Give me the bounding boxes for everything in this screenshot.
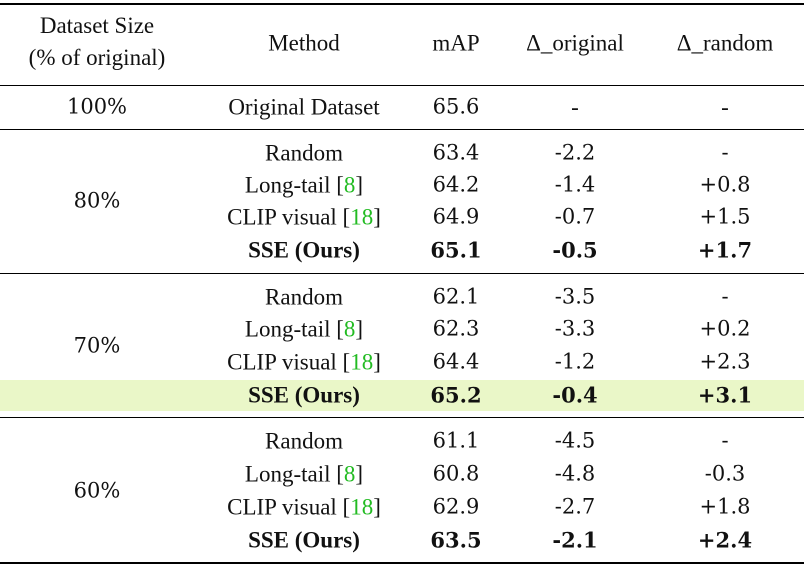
delta-original-value: -0.4 (552, 382, 598, 408)
header-delta-random: Δ_random (676, 30, 774, 56)
method-clip-visual: CLIP visual [18] (227, 349, 381, 375)
map-value: 65.1 (430, 237, 482, 263)
highlight-row-background (0, 380, 804, 411)
method-sse-ours: SSE (Ours) (248, 237, 360, 263)
method-random: Random (265, 428, 343, 454)
citation-link[interactable]: 8 (343, 461, 356, 487)
delta-random-value: +0.8 (699, 172, 751, 197)
map-value: 64.4 (432, 349, 480, 374)
delta-random-value: +3.1 (697, 382, 753, 408)
header-rule (0, 85, 804, 86)
map-value: 62.9 (432, 494, 480, 519)
delta-original-value: -3.5 (554, 284, 596, 309)
group-rule-60 (0, 417, 804, 418)
map-value: 62.3 (432, 316, 480, 341)
delta-random-value: +0.2 (699, 316, 751, 341)
map-value: 64.2 (432, 172, 480, 197)
delta-original-value: -1.4 (554, 172, 596, 197)
original-method: Original Dataset (228, 94, 380, 120)
method-random: Random (265, 140, 343, 166)
map-value: 64.9 (432, 204, 480, 229)
method-sse-ours: SSE (Ours) (248, 382, 360, 408)
method-sse-ours: SSE (Ours) (248, 527, 360, 553)
map-value: 63.4 (432, 140, 480, 165)
group-rule-70 (0, 273, 804, 274)
method-long-tail: Long-tail [8] (244, 316, 364, 342)
header-method: Method (268, 30, 340, 56)
delta-random-value: - (721, 284, 729, 309)
delta-original-value: -0.7 (554, 204, 596, 229)
original-size: 100% (66, 94, 128, 119)
method-random: Random (265, 284, 343, 310)
top-rule (0, 3, 804, 5)
map-value: 61.1 (432, 428, 480, 453)
delta-random-value: +2.3 (699, 349, 751, 374)
method-clip-visual: CLIP visual [18] (227, 204, 381, 230)
group-rule-80 (0, 129, 804, 130)
map-value: 65.2 (430, 382, 482, 408)
header-delta-original: Δ_original (526, 30, 624, 56)
header-dataset-size-line1: Dataset Size (39, 13, 155, 38)
citation-link[interactable]: 18 (350, 349, 374, 375)
citation-link[interactable]: 8 (343, 316, 356, 342)
original-delta-random: - (721, 94, 729, 120)
header-dataset-size-line2: (% of original) (28, 45, 166, 70)
delta-original-value: -2.2 (554, 140, 596, 165)
header-map: mAP (432, 30, 480, 56)
delta-original-value: -4.8 (554, 461, 596, 486)
citation-link[interactable]: 18 (350, 204, 374, 230)
bottom-rule (0, 562, 804, 564)
map-value: 63.5 (430, 527, 482, 553)
delta-random-value: +2.4 (697, 527, 753, 553)
delta-random-value: +1.7 (697, 237, 753, 263)
group-size-80: 80% (73, 188, 121, 213)
delta-original-value: -0.5 (552, 237, 598, 263)
delta-original-value: -2.1 (552, 527, 598, 553)
header-dataset-size: Dataset Size (% of original) (29, 10, 166, 74)
original-map: 65.6 (432, 94, 480, 119)
delta-random-value: - (721, 428, 729, 453)
delta-random-value: +1.5 (699, 204, 751, 229)
delta-random-value: - (721, 140, 729, 165)
map-value: 62.1 (432, 284, 480, 309)
delta-original-value: -4.5 (554, 428, 596, 453)
method-long-tail: Long-tail [8] (244, 172, 364, 198)
group-size-70: 70% (73, 333, 121, 358)
citation-link[interactable]: 18 (350, 494, 374, 520)
group-size-60: 60% (73, 478, 121, 503)
delta-original-value: -3.3 (554, 316, 596, 341)
map-value: 60.8 (432, 461, 480, 486)
original-delta-original: - (571, 94, 579, 120)
delta-original-value: -1.2 (554, 349, 596, 374)
method-long-tail: Long-tail [8] (244, 461, 364, 487)
delta-original-value: -2.7 (554, 494, 596, 519)
delta-random-value: +1.8 (699, 494, 751, 519)
delta-random-value: -0.3 (704, 461, 746, 486)
citation-link[interactable]: 8 (343, 172, 356, 198)
method-clip-visual: CLIP visual [18] (227, 494, 381, 520)
